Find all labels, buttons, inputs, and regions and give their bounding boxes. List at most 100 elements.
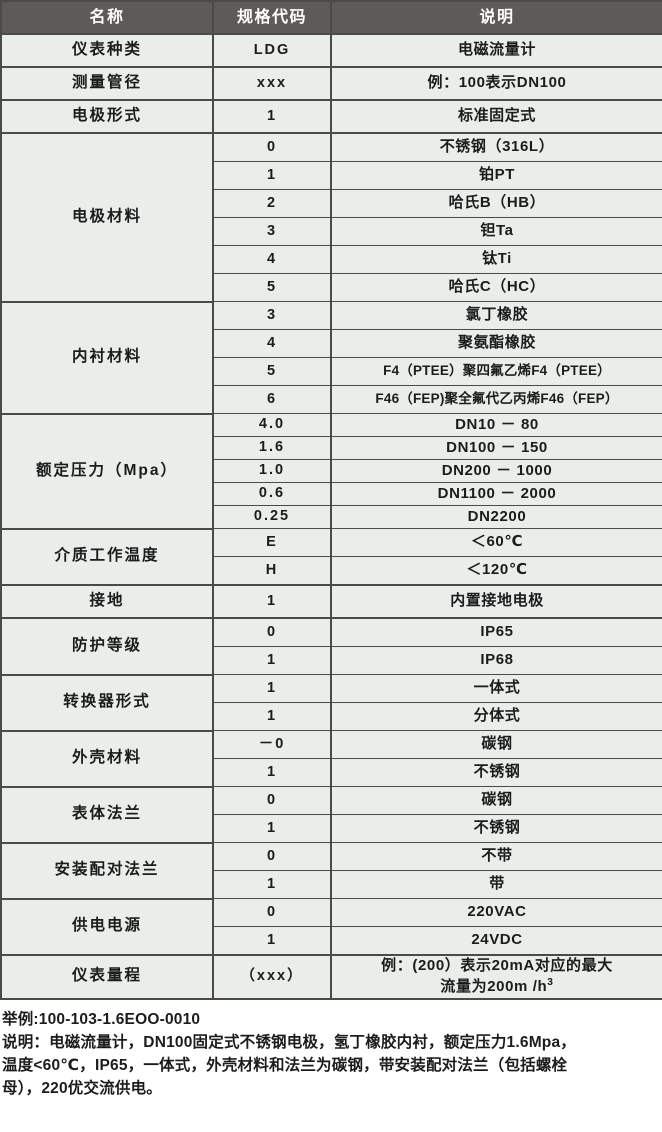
row-group-name: 转换器形式	[0, 673, 214, 732]
table-row: 外壳材料 －0 碳钢	[0, 729, 662, 788]
row-group-name: 仪表种类	[0, 33, 214, 68]
footer-desc-line-2: 温度<60℃，IP65，一体式，外壳材料和法兰为碳钢，带安装配对法兰（包括螺栓	[2, 1057, 568, 1074]
header-row: 名称 规格代码 说明	[0, 0, 662, 35]
table-row: 2 哈氏B（HB）	[1, 189, 662, 218]
table-row: 1 铂PT	[1, 161, 662, 190]
table-row: 仪表种类 LDG 电磁流量计	[0, 33, 662, 68]
description-cell: 哈氏B（HB）	[330, 189, 662, 218]
table-row: 转换器形式 1 一体式	[0, 673, 662, 732]
description-cell: 聚氨酯橡胶	[330, 329, 662, 358]
table-row: 5 哈氏C（HC）	[1, 273, 662, 302]
table-body: 仪表种类 LDG 电磁流量计 测量管径 xxx 例：100表示DN100 电极形式 1 标准固定…	[0, 33, 662, 1000]
table-row: 电极材料 0 不锈钢（316L）	[0, 132, 662, 303]
description-line-2-post: /h	[527, 978, 548, 996]
description-cell: 标准固定式	[330, 99, 662, 134]
spec-code-cell: －0	[212, 730, 332, 759]
footer-example-line: 举例:100-103-1.6EOO-0010	[2, 1010, 201, 1028]
spec-code-cell: E	[212, 528, 332, 557]
column-header-code: 规格代码	[212, 0, 332, 35]
spec-code-cell: （xxx）	[212, 954, 332, 1000]
table-row: H ＜120℃	[1, 556, 662, 586]
description-cell: IP65	[330, 617, 662, 647]
description-cell: DN1100 － 2000	[330, 482, 662, 506]
spec-code-cell: 0	[212, 617, 332, 647]
description-cell: 不锈钢（316L）	[330, 132, 662, 162]
description-cell: 内置接地电极	[330, 584, 662, 619]
table-row: 0.25 DN2200	[1, 505, 662, 529]
spec-code-cell: 0	[212, 786, 332, 815]
table-row: 4 钛Ti	[1, 245, 662, 274]
spec-code-cell: H	[212, 556, 332, 586]
description-line-2: 流量为200m /h3	[336, 976, 658, 997]
spec-code-cell: 0	[212, 132, 332, 162]
spec-code-cell: 1	[212, 758, 332, 787]
table-row: 5 F4（PTEE）聚四氟乙烯F4（PTEE）	[1, 357, 662, 386]
table-row: 1 24VDC	[1, 926, 662, 956]
spec-code-cell: 5	[212, 273, 332, 302]
table-row: 供电电源 0 220VAC	[0, 897, 662, 956]
description-cell: 不锈钢	[330, 758, 662, 787]
row-group-name: 额定压力（Mpa）	[0, 412, 214, 530]
column-header-desc: 说明	[330, 0, 662, 35]
description-cell: 碳钢	[330, 786, 662, 815]
description-cell: ＜60℃	[330, 528, 662, 557]
table-row: 介质工作温度 E ＜60℃	[0, 527, 662, 586]
table-row: 安装配对法兰 0 不带	[0, 841, 662, 900]
row-group-name: 安装配对法兰	[0, 841, 214, 900]
row-group-name: 介质工作温度	[0, 527, 214, 586]
spec-code-cell: 0.6	[212, 482, 332, 506]
spec-code-cell: 1	[212, 646, 332, 675]
description-superscript: 3	[547, 977, 554, 989]
spec-code-cell: 1	[212, 702, 332, 731]
spec-code-cell: 1	[212, 814, 332, 843]
description-cell: F4（PTEE）聚四氟乙烯F4（PTEE）	[330, 357, 662, 386]
table-row: 电极形式 1 标准固定式	[0, 99, 662, 134]
spec-code-cell: 0	[212, 898, 332, 927]
table-header: 名称 规格代码 说明	[0, 0, 662, 35]
column-header-name: 名称	[0, 0, 214, 35]
description-cell: DN200 － 1000	[330, 459, 662, 483]
row-group-name: 供电电源	[0, 897, 214, 956]
spec-code-cell: 1.6	[212, 436, 332, 460]
description-cell: IP68	[330, 646, 662, 675]
description-cell: 钽Ta	[330, 217, 662, 246]
row-group-name: 仪表量程	[0, 954, 214, 1000]
footer-desc-line-1: 说明：电磁流量计，DN100固定式不锈钢电极，氢丁橡胶内衬，额定压力1.6Mpa…	[2, 1033, 576, 1051]
row-group-name: 测量管径	[0, 66, 214, 101]
description-cell: 24VDC	[330, 926, 662, 956]
description-cell: 例：(200）表示20mA对应的最大流量为200m /h3	[330, 954, 662, 1000]
description-cell: DN2200	[330, 505, 662, 529]
description-line-1: 例：(200）表示20mA对应的最大	[381, 957, 613, 974]
description-cell: DN100 － 150	[330, 436, 662, 460]
description-cell: 不带	[330, 842, 662, 871]
description-cell: 电磁流量计	[330, 33, 662, 68]
spec-code-cell: 1	[212, 99, 332, 134]
table-row: 1 分体式	[1, 702, 662, 731]
description-cell: 钛Ti	[330, 245, 662, 274]
table-row: 测量管径 xxx 例：100表示DN100	[0, 66, 662, 101]
spec-code-cell: 5	[212, 357, 332, 386]
spec-code-cell: 0.25	[212, 505, 332, 529]
table-row: 接地 1 内置接地电极	[0, 584, 662, 619]
table-row: 内衬材料 3 氯丁橡胶	[0, 300, 662, 415]
spec-code-cell: 0	[212, 842, 332, 871]
table-row: 1.0 DN200 － 1000	[1, 459, 662, 483]
description-cell: DN10 － 80	[330, 413, 662, 437]
description-cell: 分体式	[330, 702, 662, 731]
table-row: 表体法兰 0 碳钢	[0, 785, 662, 844]
spec-code-cell: 1	[212, 584, 332, 619]
description-cell: 铂PT	[330, 161, 662, 190]
table-row: 额定压力（Mpa） 4.0 DN10 － 80	[0, 412, 662, 530]
description-cell: F46（FEP)聚全氟代乙丙烯F46（FEP）	[330, 385, 662, 414]
spec-code-cell: 6	[212, 385, 332, 414]
row-group-name: 内衬材料	[0, 300, 214, 415]
row-group-name: 接地	[0, 584, 214, 619]
footer-desc-line-3: 母），220优交流供电。	[2, 1080, 163, 1098]
spec-code-cell: 1	[212, 926, 332, 956]
row-group-name: 电极形式	[0, 99, 214, 134]
description-cell: 哈氏C（HC）	[330, 273, 662, 302]
table-row: 6 F46（FEP)聚全氟代乙丙烯F46（FEP）	[1, 385, 662, 414]
spec-code-cell: 4.0	[212, 413, 332, 437]
